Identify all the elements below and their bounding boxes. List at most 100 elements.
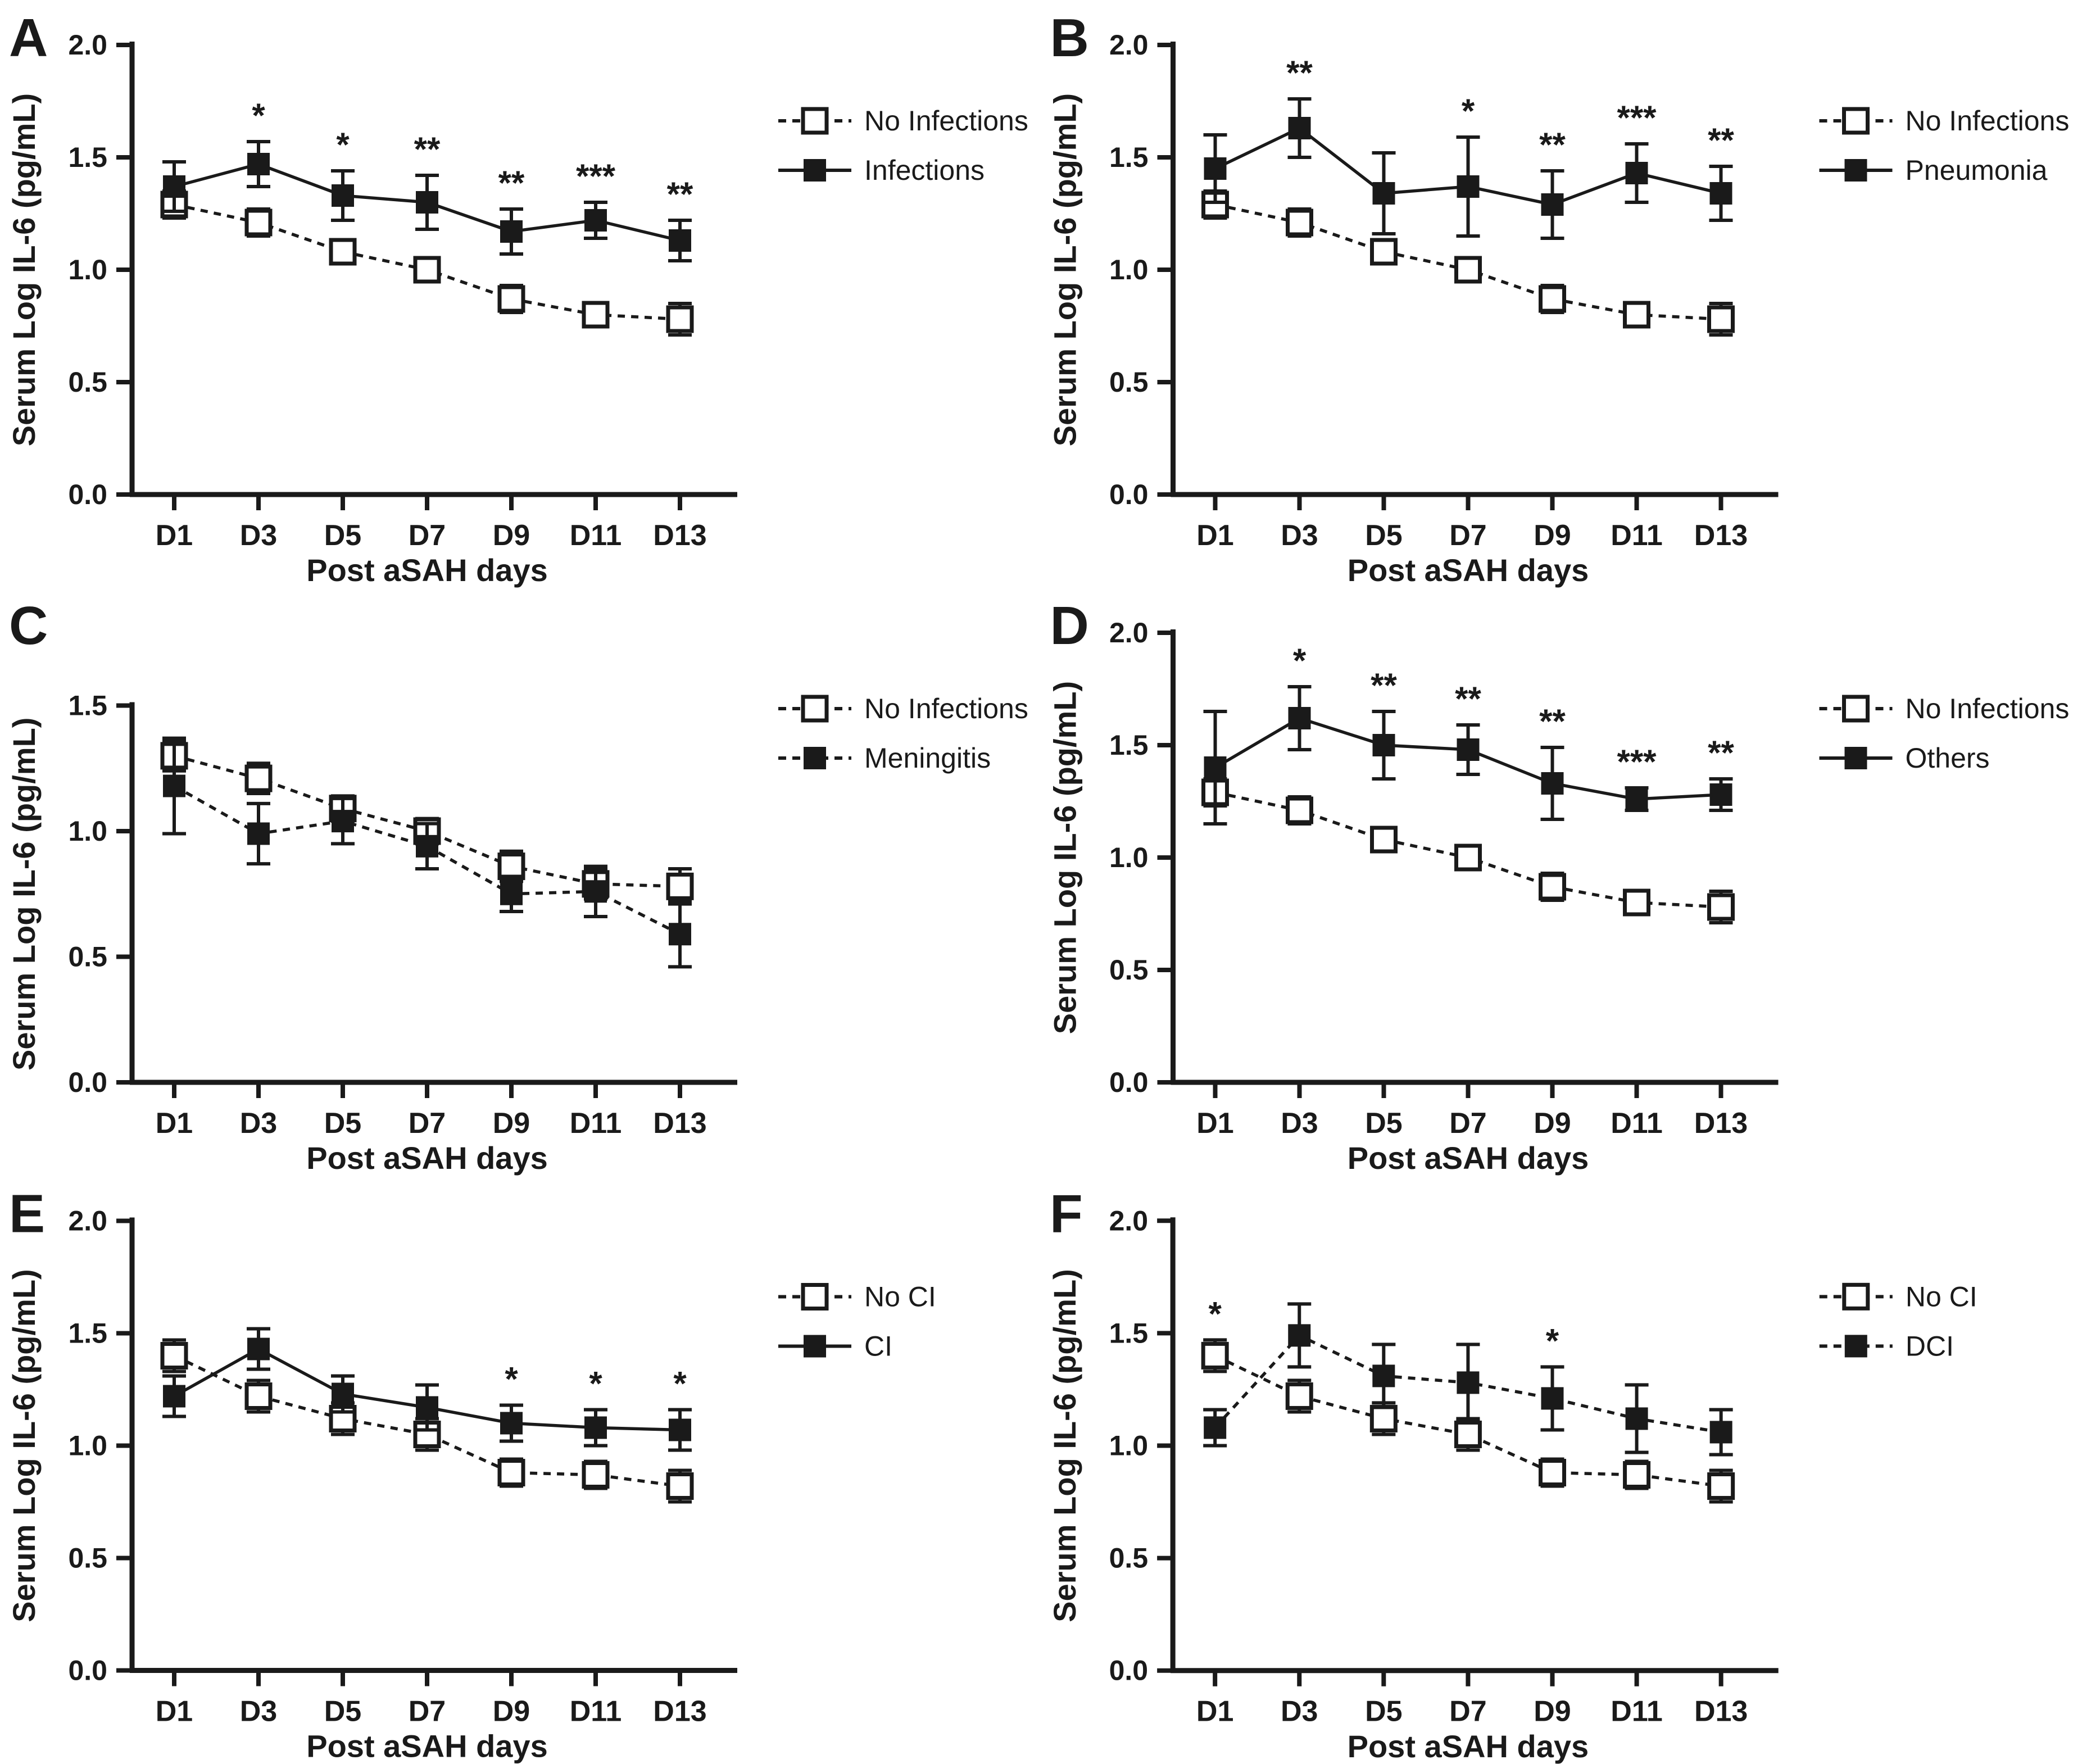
x-tick-label: D9 — [1534, 1107, 1571, 1140]
panel-E: E 0.0 0.5 1.0 1.5 2.0 D1 D3 D5 D7 D9 D11 D13 Post aSA… — [0, 1176, 1041, 1764]
data-point-filled-square-marker — [1288, 117, 1311, 139]
legend-label: No CI — [1906, 1281, 1977, 1312]
y-axis-label: Serum Log IL-6 (pg/mL) — [6, 718, 42, 1071]
panel-B: B 0.0 0.5 1.0 1.5 2.0 D1 D3 D5 D7 D9 D11 D13 Post aSA… — [1041, 0, 2082, 588]
x-tick-label: D9 — [1534, 1695, 1571, 1728]
data-point-open-square-marker — [413, 256, 441, 284]
data-point-open-square-marker — [1539, 873, 1566, 901]
series-infections — [162, 140, 692, 262]
x-tick-label: D3 — [1281, 1107, 1318, 1140]
legend-marker-filled-square-icon — [804, 159, 826, 182]
legend-label: Meningitis — [864, 742, 991, 774]
data-point-filled-square-marker — [416, 835, 438, 858]
data-point-open-square-marker — [666, 305, 694, 333]
x-tick-label: D13 — [653, 1695, 706, 1728]
data-point-filled-square-marker — [1625, 1407, 1648, 1430]
x-tick-label: D11 — [570, 1695, 622, 1728]
legend: No Infections Pneumonia — [1819, 105, 2070, 186]
significance-annotations: ** — [1208, 1295, 1559, 1359]
data-point-filled-square-marker — [1204, 157, 1227, 180]
legend: No Infections Infections — [778, 105, 1028, 186]
legend-marker-filled-square-icon — [804, 1335, 826, 1358]
x-tick-label: D13 — [1694, 519, 1748, 552]
x-tick-label: D9 — [493, 1107, 530, 1140]
significance-star: * — [589, 1365, 602, 1403]
panel-letter: D — [1050, 596, 1089, 656]
y-tick-label: 1.5 — [1109, 1317, 1149, 1349]
legend-label: DCI — [1906, 1330, 1954, 1362]
y-axis-label: Serum Log IL-6 (pg/mL) — [6, 1269, 42, 1622]
legend-item-no-infections: No Infections — [1819, 693, 2069, 724]
data-point-filled-square-marker — [1625, 162, 1648, 184]
x-tick-label: D1 — [1196, 1695, 1234, 1728]
markers — [163, 153, 691, 252]
x-ticks: D1 D3 D5 D7 D9 D11 D13 — [1196, 1082, 1748, 1140]
data-point-filled-square-marker — [247, 1337, 270, 1361]
significance-star: * — [1546, 1322, 1559, 1359]
data-point-open-square-marker — [1201, 1341, 1229, 1370]
x-tick-label: D5 — [1365, 1107, 1402, 1140]
significance-annotations: ** **** *** ** — [252, 97, 693, 213]
legend-marker-filled-square-icon — [1844, 747, 1867, 769]
data-point-open-square-marker — [582, 301, 610, 329]
x-tick-label: D11 — [1611, 1107, 1663, 1140]
legend-marker-open-square-icon — [1842, 107, 1870, 135]
significance-star: * — [1462, 92, 1475, 130]
y-tick-label: 0.0 — [68, 1655, 107, 1686]
y-tick-label: 1.0 — [68, 1430, 107, 1462]
legend: No Infections Meningitis — [778, 693, 1028, 774]
y-tick-label: 2.0 — [68, 29, 107, 61]
x-ticks: D1 D3 D5 D7 D9 D11 D13 — [1196, 495, 1748, 552]
x-tick-label: D9 — [493, 519, 530, 552]
y-tick-label: 2.0 — [1109, 29, 1149, 61]
data-point-filled-square-marker — [332, 1382, 354, 1405]
x-tick-label: D7 — [1449, 519, 1486, 552]
panel-C-chart: C 0.0 0.5 1.0 1.5 D1 D3 D5 D7 D9 D11 D13 Post aSAH d… — [6, 596, 1028, 1176]
markers — [160, 742, 694, 900]
x-ticks: D1 D3 D5 D7 D9 D11 D13 — [156, 1670, 707, 1728]
data-point-open-square-marker — [497, 1459, 525, 1486]
legend-marker-open-square-icon — [801, 107, 829, 135]
legend-item-dci: DCI — [1819, 1330, 1954, 1362]
data-point-open-square-marker — [1707, 305, 1735, 333]
x-tick-label: D7 — [1449, 1107, 1486, 1140]
y-tick-label: 1.5 — [68, 690, 107, 722]
y-axis-label: Serum Log IL-6 (pg/mL) — [6, 93, 42, 446]
y-axis-label: Serum Log IL-6 (pg/mL) — [1047, 1269, 1082, 1622]
x-ticks: D1 D3 D5 D7 D9 D11 D13 — [156, 1082, 707, 1140]
x-tick-label: D3 — [1281, 519, 1318, 552]
markers — [163, 774, 691, 946]
data-point-filled-square-marker — [1204, 1416, 1227, 1439]
markers — [160, 1342, 694, 1500]
y-ticks: 0.0 0.5 1.0 1.5 2.0 — [1109, 29, 1173, 510]
y-tick-label: 1.0 — [1109, 1430, 1149, 1461]
x-axis-title: Post aSAH days — [306, 552, 548, 588]
series-meningitis — [162, 736, 692, 969]
data-point-open-square-marker — [1286, 208, 1313, 237]
legend-item-no-infections: No Infections — [778, 105, 1028, 137]
legend: No CI DCI — [1819, 1281, 1977, 1362]
data-point-open-square-marker — [244, 1382, 273, 1410]
x-tick-label: D1 — [156, 519, 193, 552]
legend-item-ci: CI — [778, 1331, 892, 1362]
legend-label: No Infections — [864, 693, 1028, 724]
panel-D: D 0.0 0.5 1.0 1.5 2.0 D1 D3 D5 D7 D9 D11 D13 Post aSA… — [1041, 588, 2082, 1176]
legend-item-no-ci: No CI — [778, 1281, 936, 1313]
legend-label: Infections — [864, 155, 985, 186]
data-point-filled-square-marker — [500, 882, 523, 905]
y-ticks: 0.0 0.5 1.0 1.5 2.0 — [68, 29, 132, 510]
x-tick-label: D1 — [156, 1695, 193, 1728]
x-tick-label: D5 — [324, 1107, 361, 1140]
legend-item-no-infections: No Infections — [1819, 105, 2070, 137]
data-point-filled-square-marker — [1372, 734, 1395, 756]
data-point-filled-square-marker — [584, 209, 607, 232]
data-point-filled-square-marker — [332, 810, 354, 833]
legend-label: No Infections — [1906, 105, 2070, 137]
x-axis-title: Post aSAH days — [306, 1729, 548, 1764]
data-point-open-square-marker — [1623, 1461, 1651, 1489]
y-ticks: 0.0 0.5 1.0 1.5 — [68, 690, 132, 1098]
y-ticks: 0.0 0.5 1.0 1.5 2.0 — [1109, 617, 1173, 1098]
legend-marker-filled-square-icon — [1844, 159, 1867, 182]
y-tick-label: 1.0 — [68, 815, 107, 847]
